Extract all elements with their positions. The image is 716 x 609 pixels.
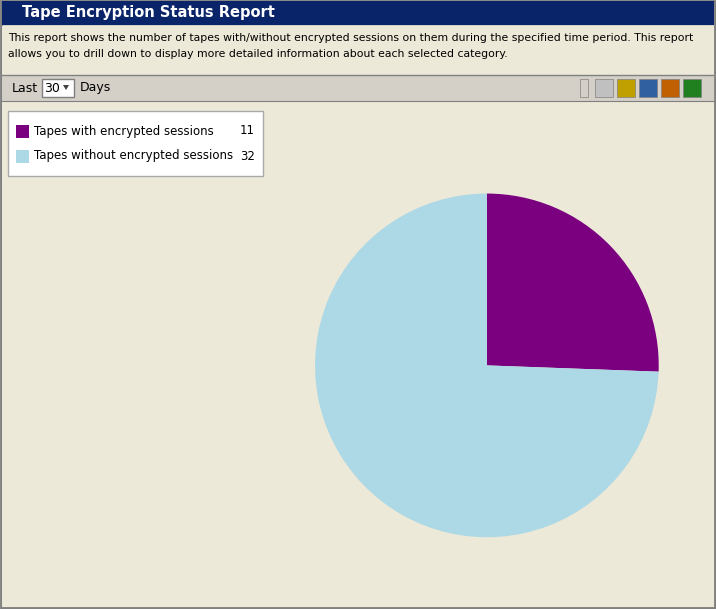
Text: Last: Last	[12, 82, 38, 94]
Text: 32: 32	[240, 149, 255, 163]
Bar	[683, 79, 701, 97]
Bar	[2, 1, 714, 25]
Bar	[580, 79, 588, 97]
Text: This report shows the number of tapes with/without encrypted sessions on them du: This report shows the number of tapes wi…	[8, 33, 693, 43]
Text: 11: 11	[240, 124, 255, 138]
Bar	[16, 125, 29, 138]
Bar	[595, 79, 613, 97]
Bar	[661, 79, 679, 97]
Text: Tape Encryption Status Report: Tape Encryption Status Report	[22, 5, 275, 20]
Bar	[8, 111, 263, 176]
Text: Tapes with encrypted sessions: Tapes with encrypted sessions	[34, 124, 214, 138]
Bar	[16, 150, 29, 163]
Text: allows you to drill down to display more detailed information about each selecte: allows you to drill down to display more…	[8, 49, 508, 59]
Wedge shape	[315, 194, 659, 537]
Bar	[42, 79, 74, 97]
Bar	[617, 79, 635, 97]
Bar	[2, 75, 714, 101]
Text: Tapes without encrypted sessions: Tapes without encrypted sessions	[34, 149, 233, 163]
Text: 30: 30	[44, 82, 60, 94]
Text: Days: Days	[80, 82, 111, 94]
Wedge shape	[487, 194, 659, 371]
Polygon shape	[63, 85, 69, 90]
Bar	[639, 79, 657, 97]
